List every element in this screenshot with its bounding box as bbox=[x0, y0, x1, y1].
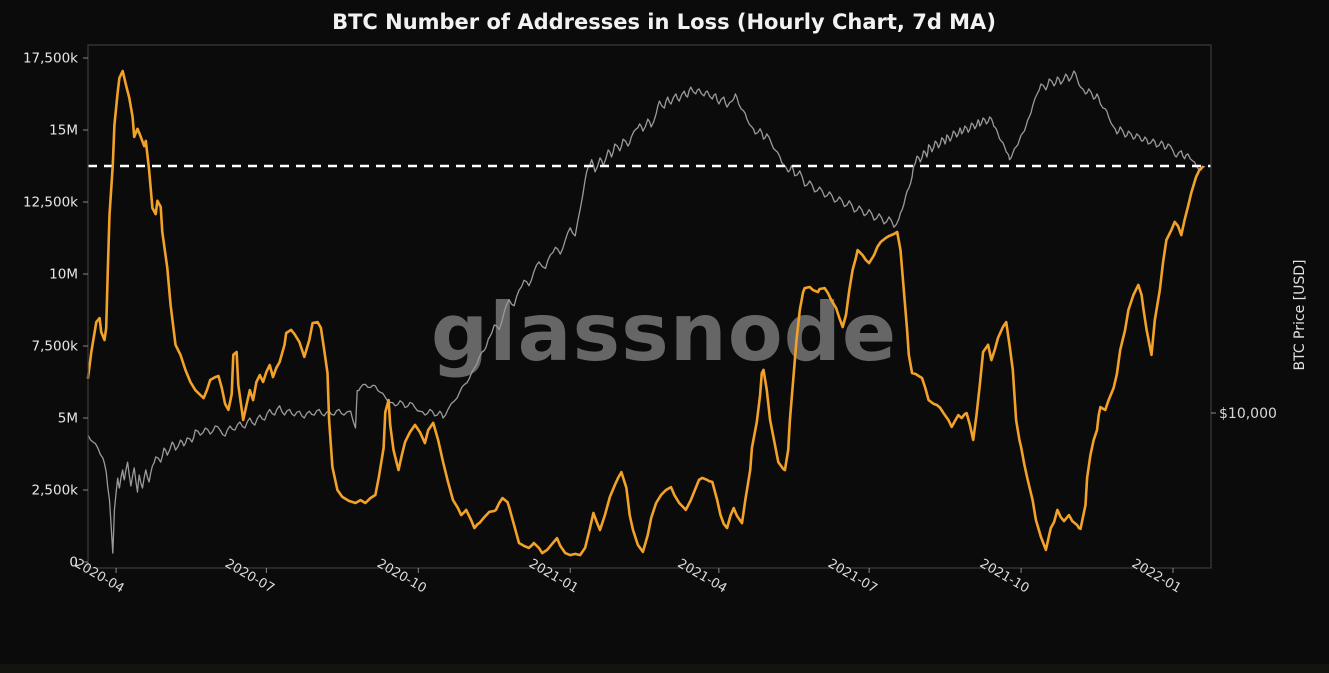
addresses-in-loss-series-line bbox=[86, 69, 1204, 557]
y-tick-label: 0 bbox=[69, 555, 78, 571]
btc-price-axis-label: BTC Price [USD] bbox=[1292, 259, 1308, 370]
y-tick-label: 12,500k bbox=[23, 195, 78, 211]
bottom-edge-bar bbox=[0, 664, 1329, 673]
y-tick-label: 2,500k bbox=[32, 483, 79, 499]
y-tick-label: 7,500k bbox=[32, 339, 79, 355]
y-tick-label: 15M bbox=[49, 123, 78, 139]
plot-border bbox=[87, 44, 1212, 569]
y-tick-label: 17,500k bbox=[23, 51, 78, 67]
price-series-line bbox=[87, 70, 1206, 554]
y-tick-label: 10M bbox=[49, 267, 78, 283]
chart-title: BTC Number of Addresses in Loss (Hourly … bbox=[332, 10, 996, 34]
glassnode-watermark-logo: glassnode bbox=[431, 286, 897, 379]
y-tick-label: 5M bbox=[58, 411, 78, 427]
price-tick-label-10000: $10,000 bbox=[1219, 406, 1277, 422]
